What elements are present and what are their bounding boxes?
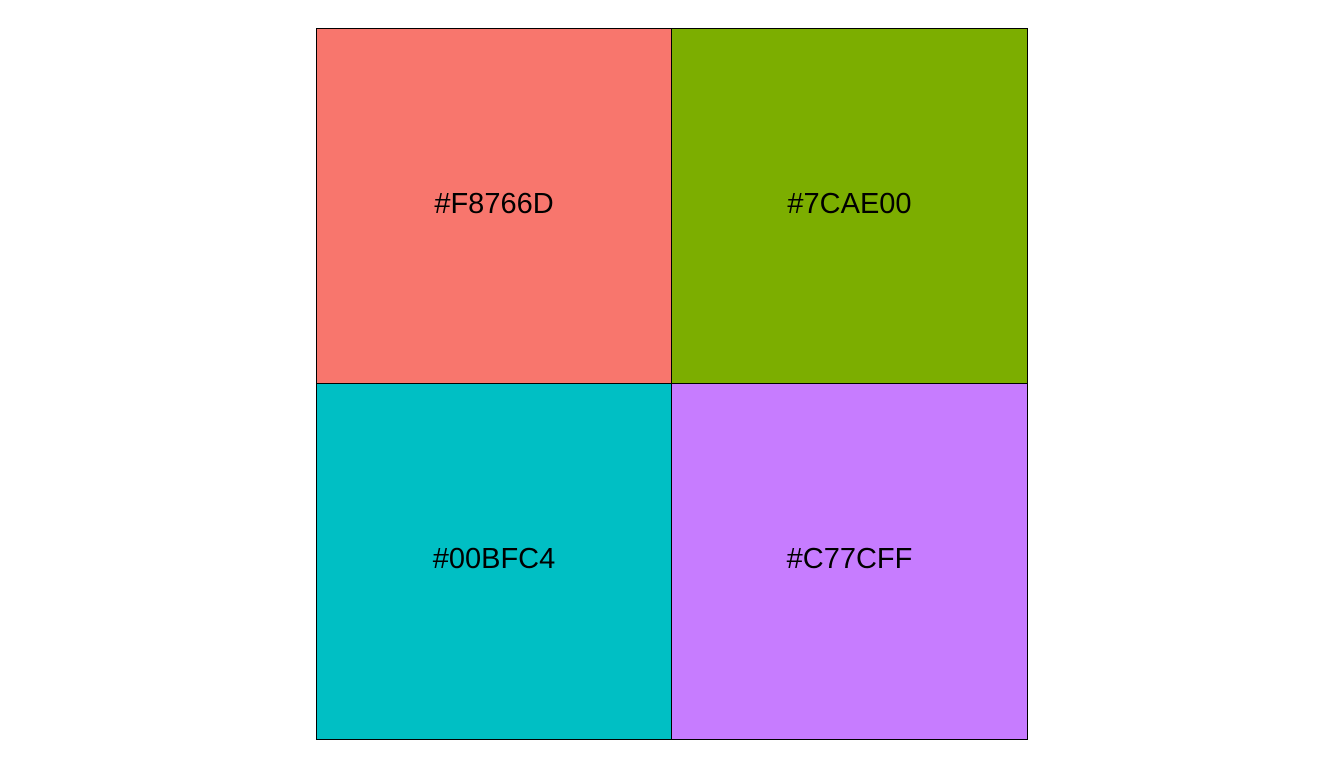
- color-swatch-grid: #F8766D #7CAE00 #00BFC4 #C77CFF: [316, 28, 1028, 740]
- swatch-label: #C77CFF: [786, 543, 913, 575]
- swatch-label: #F8766D: [434, 187, 554, 220]
- swatch-label: #00BFC4: [432, 543, 556, 575]
- swatch-purple: #C77CFF: [672, 384, 1027, 739]
- swatch-label: #7CAE00: [787, 187, 912, 220]
- swatch-green: #7CAE00: [672, 29, 1027, 384]
- swatch-cyan: #00BFC4: [317, 384, 672, 739]
- swatch-red: #F8766D: [317, 29, 672, 384]
